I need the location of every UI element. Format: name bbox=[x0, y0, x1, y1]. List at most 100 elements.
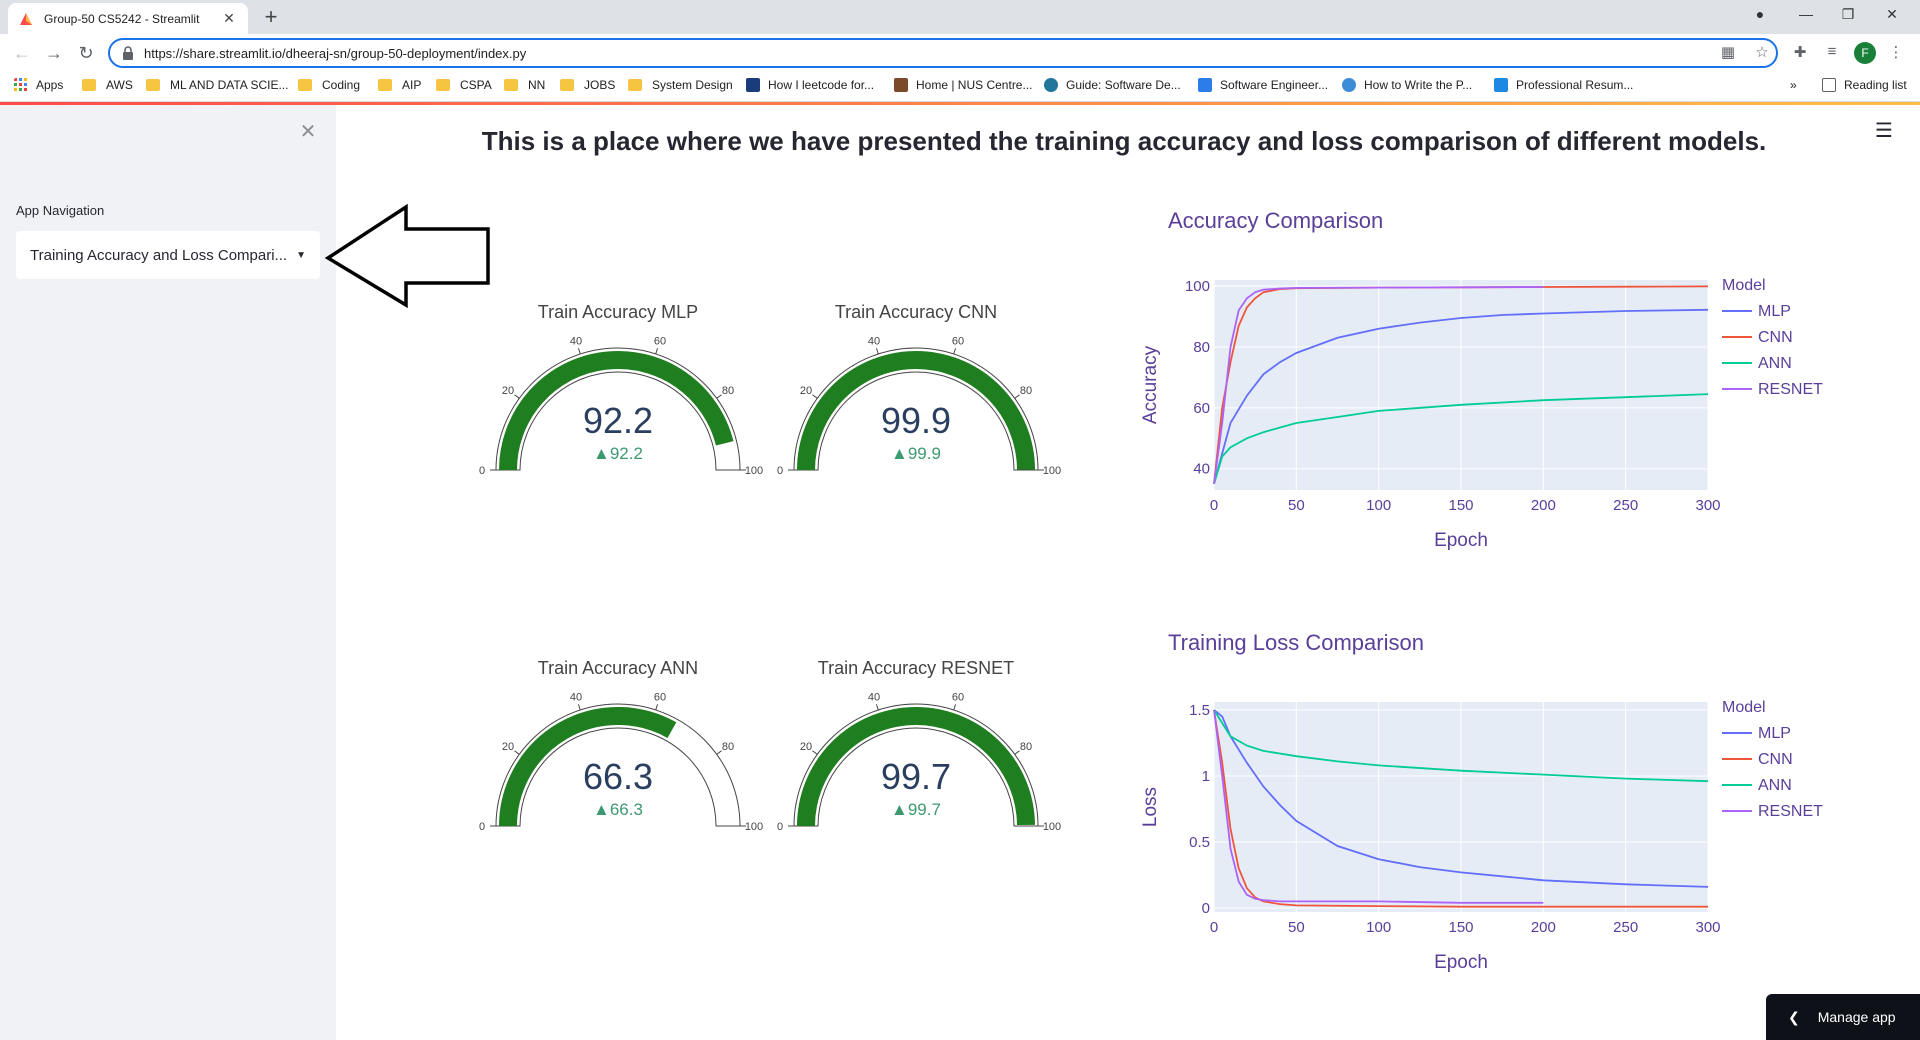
gauge-tick-label: 40 bbox=[868, 692, 880, 704]
y-tick-label: 40 bbox=[1193, 461, 1210, 478]
gauge-number: 92.2 bbox=[582, 400, 654, 441]
restore-button[interactable]: ❐ bbox=[1841, 6, 1855, 22]
qr-code-icon[interactable]: ▦ bbox=[1720, 44, 1736, 61]
gauge-tick-label: 0 bbox=[479, 821, 485, 833]
gauge-delta: ▲99.9 bbox=[891, 444, 941, 463]
manage-app-button[interactable]: ❮ Manage app bbox=[1766, 994, 1920, 1040]
bookmark-site[interactable]: Home | NUS Centre... bbox=[894, 78, 1032, 92]
bookmark-folder-aip[interactable]: AIP bbox=[378, 78, 421, 92]
main-menu-icon[interactable]: ☰ bbox=[1875, 120, 1893, 142]
bookmark-folder-ml[interactable]: ML AND DATA SCIE... bbox=[146, 78, 288, 92]
new-tab-button[interactable]: + bbox=[264, 4, 278, 29]
gauge-tick-label: 80 bbox=[1020, 741, 1032, 753]
gauge-tick-label: 40 bbox=[570, 336, 582, 348]
gauge-tick bbox=[953, 704, 957, 711]
series-line-resnet bbox=[1213, 709, 1544, 904]
browser-tab[interactable]: Group-50 CS5242 - Streamlit ✕ bbox=[8, 3, 248, 34]
bookmark-label: Coding bbox=[322, 78, 361, 92]
gauge-title: Train Accuracy MLP bbox=[537, 302, 699, 322]
bookmark-folder-jobs[interactable]: JOBS bbox=[560, 78, 615, 92]
x-tick-label: 250 bbox=[1613, 497, 1638, 514]
wordpress-icon bbox=[1044, 78, 1058, 92]
folder-icon bbox=[378, 79, 392, 91]
x-tick-label: 300 bbox=[1695, 919, 1720, 936]
streamlit-header-decoration bbox=[0, 102, 1920, 105]
bookmarks-bar: Apps AWS ML AND DATA SCIE... Coding AIP … bbox=[0, 72, 1920, 102]
folder-icon bbox=[298, 79, 312, 91]
bookmark-site[interactable]: How I leetcode for... bbox=[746, 78, 874, 92]
legend-item-label: CNN bbox=[1758, 329, 1793, 346]
gauge-tick-label: 80 bbox=[722, 741, 734, 753]
browser-tab-bar: Group-50 CS5242 - Streamlit ✕ + ● — ❐ ✕ bbox=[0, 0, 1920, 34]
gauge-tick-label: 100 bbox=[745, 821, 763, 833]
profile-avatar[interactable]: F bbox=[1854, 42, 1876, 64]
gauge-tick-label: 60 bbox=[952, 336, 964, 348]
bookmark-site[interactable]: Guide: Software De... bbox=[1044, 78, 1181, 92]
bookmark-apps[interactable]: Apps bbox=[14, 78, 63, 92]
bookmark-folder-coding[interactable]: Coding bbox=[298, 78, 360, 92]
gauge-value-bar bbox=[499, 707, 677, 827]
bookmarks-overflow[interactable]: » bbox=[1790, 78, 1797, 92]
legend-title: Model bbox=[1722, 277, 1766, 294]
reload-button[interactable]: ↻ bbox=[78, 43, 94, 63]
bookmark-label: CSPA bbox=[460, 78, 492, 92]
forward-button[interactable]: → bbox=[45, 43, 63, 63]
caret-down-icon: ▼ bbox=[296, 249, 306, 261]
app-navigation-select[interactable]: Training Accuracy and Loss Compari... ▼ bbox=[16, 231, 320, 279]
gauge-tick bbox=[812, 394, 818, 399]
bookmark-folder-aws[interactable]: AWS bbox=[82, 78, 133, 92]
series-line-ann bbox=[1213, 709, 1709, 783]
bookmark-folder-nn[interactable]: NN bbox=[504, 78, 545, 92]
bookmark-star-icon[interactable]: ☆ bbox=[1755, 44, 1769, 61]
y-tick-label: 100 bbox=[1185, 278, 1210, 295]
url-text: https://share.streamlit.io/dheeraj-sn/gr… bbox=[144, 45, 527, 61]
x-tick-label: 200 bbox=[1531, 919, 1556, 936]
x-axis-label: Epoch bbox=[1434, 530, 1488, 551]
gauge-dial: 0 20 40 60 80 100 bbox=[777, 336, 1061, 477]
gauge-delta: ▲66.3 bbox=[593, 800, 643, 819]
bookmark-site[interactable]: Professional Resum... bbox=[1494, 78, 1633, 92]
bookmark-folder-cspa[interactable]: CSPA bbox=[436, 78, 492, 92]
gauge-tick bbox=[812, 750, 818, 755]
gauge-number: 99.9 bbox=[880, 400, 952, 441]
gauge-tick bbox=[716, 750, 722, 755]
menu-kebab-icon[interactable]: ⋮ bbox=[1888, 44, 1904, 61]
streamlit-favicon-icon bbox=[20, 12, 32, 25]
chart-title: Training Loss Comparison bbox=[1168, 630, 1424, 655]
gauge-tick bbox=[655, 704, 659, 711]
legend-item-label: CNN bbox=[1758, 751, 1793, 768]
back-button[interactable]: ← bbox=[13, 43, 31, 63]
nav-label: App Navigation bbox=[16, 203, 105, 218]
gauge-2: 0 20 40 60 80 100 Train Accuracy ANN 66.3 ▲66.3 bbox=[468, 658, 768, 858]
reading-list-label: Reading list bbox=[1844, 78, 1907, 92]
gauge-tick-label: 100 bbox=[1043, 465, 1061, 477]
bookmark-site[interactable]: Software Engineer... bbox=[1198, 78, 1328, 92]
folder-icon bbox=[560, 79, 574, 91]
extensions-icon[interactable]: ✚ bbox=[1793, 44, 1807, 61]
bookmark-folder-system-design[interactable]: System Design bbox=[628, 78, 733, 92]
close-tab-icon[interactable]: ✕ bbox=[223, 10, 235, 26]
close-window-button[interactable]: ✕ bbox=[1886, 6, 1898, 22]
bookmark-site[interactable]: How to Write the P... bbox=[1342, 78, 1472, 92]
bookmark-label: Professional Resum... bbox=[1516, 78, 1634, 92]
tab-search-icon[interactable]: ● bbox=[1755, 6, 1765, 22]
bookmark-label: Home | NUS Centre... bbox=[916, 78, 1033, 92]
site-favicon-icon bbox=[1342, 78, 1356, 92]
series-line-ann bbox=[1213, 393, 1709, 485]
reading-list[interactable]: Reading list bbox=[1822, 78, 1907, 92]
x-tick-label: 150 bbox=[1448, 497, 1473, 514]
bookmark-label: How I leetcode for... bbox=[768, 78, 875, 92]
minimize-button[interactable]: — bbox=[1799, 6, 1813, 22]
gauge-number: 99.7 bbox=[880, 756, 952, 797]
gauge-tick-label: 60 bbox=[952, 692, 964, 704]
x-tick-label: 200 bbox=[1531, 497, 1556, 514]
x-tick-label: 250 bbox=[1613, 919, 1638, 936]
legend-item-label: MLP bbox=[1758, 303, 1791, 320]
legend-item-label: ANN bbox=[1758, 355, 1792, 372]
address-bar[interactable]: https://share.streamlit.io/dheeraj-sn/gr… bbox=[108, 38, 1778, 68]
close-sidebar-icon[interactable]: ✕ bbox=[299, 121, 317, 143]
bookmark-label: System Design bbox=[652, 78, 733, 92]
x-tick-label: 100 bbox=[1366, 919, 1391, 936]
media-control-icon[interactable]: ≡ bbox=[1827, 43, 1837, 60]
gauge-tick-label: 60 bbox=[654, 692, 666, 704]
